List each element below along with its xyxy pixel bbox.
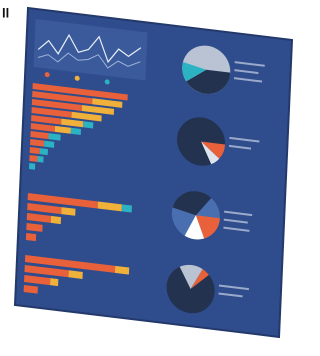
bar xyxy=(44,141,54,148)
bar xyxy=(122,204,132,212)
bar xyxy=(71,128,81,135)
bar xyxy=(37,156,43,163)
photo: ll xyxy=(0,0,315,356)
bar xyxy=(26,233,36,241)
poster xyxy=(15,8,292,337)
bar xyxy=(83,121,93,128)
bar xyxy=(30,147,40,154)
bar xyxy=(29,163,35,170)
bar xyxy=(50,278,58,286)
bar xyxy=(51,216,61,224)
corner-text: ll xyxy=(2,5,9,20)
page: ll xyxy=(0,0,320,356)
bar xyxy=(40,148,48,155)
bar xyxy=(29,155,37,162)
